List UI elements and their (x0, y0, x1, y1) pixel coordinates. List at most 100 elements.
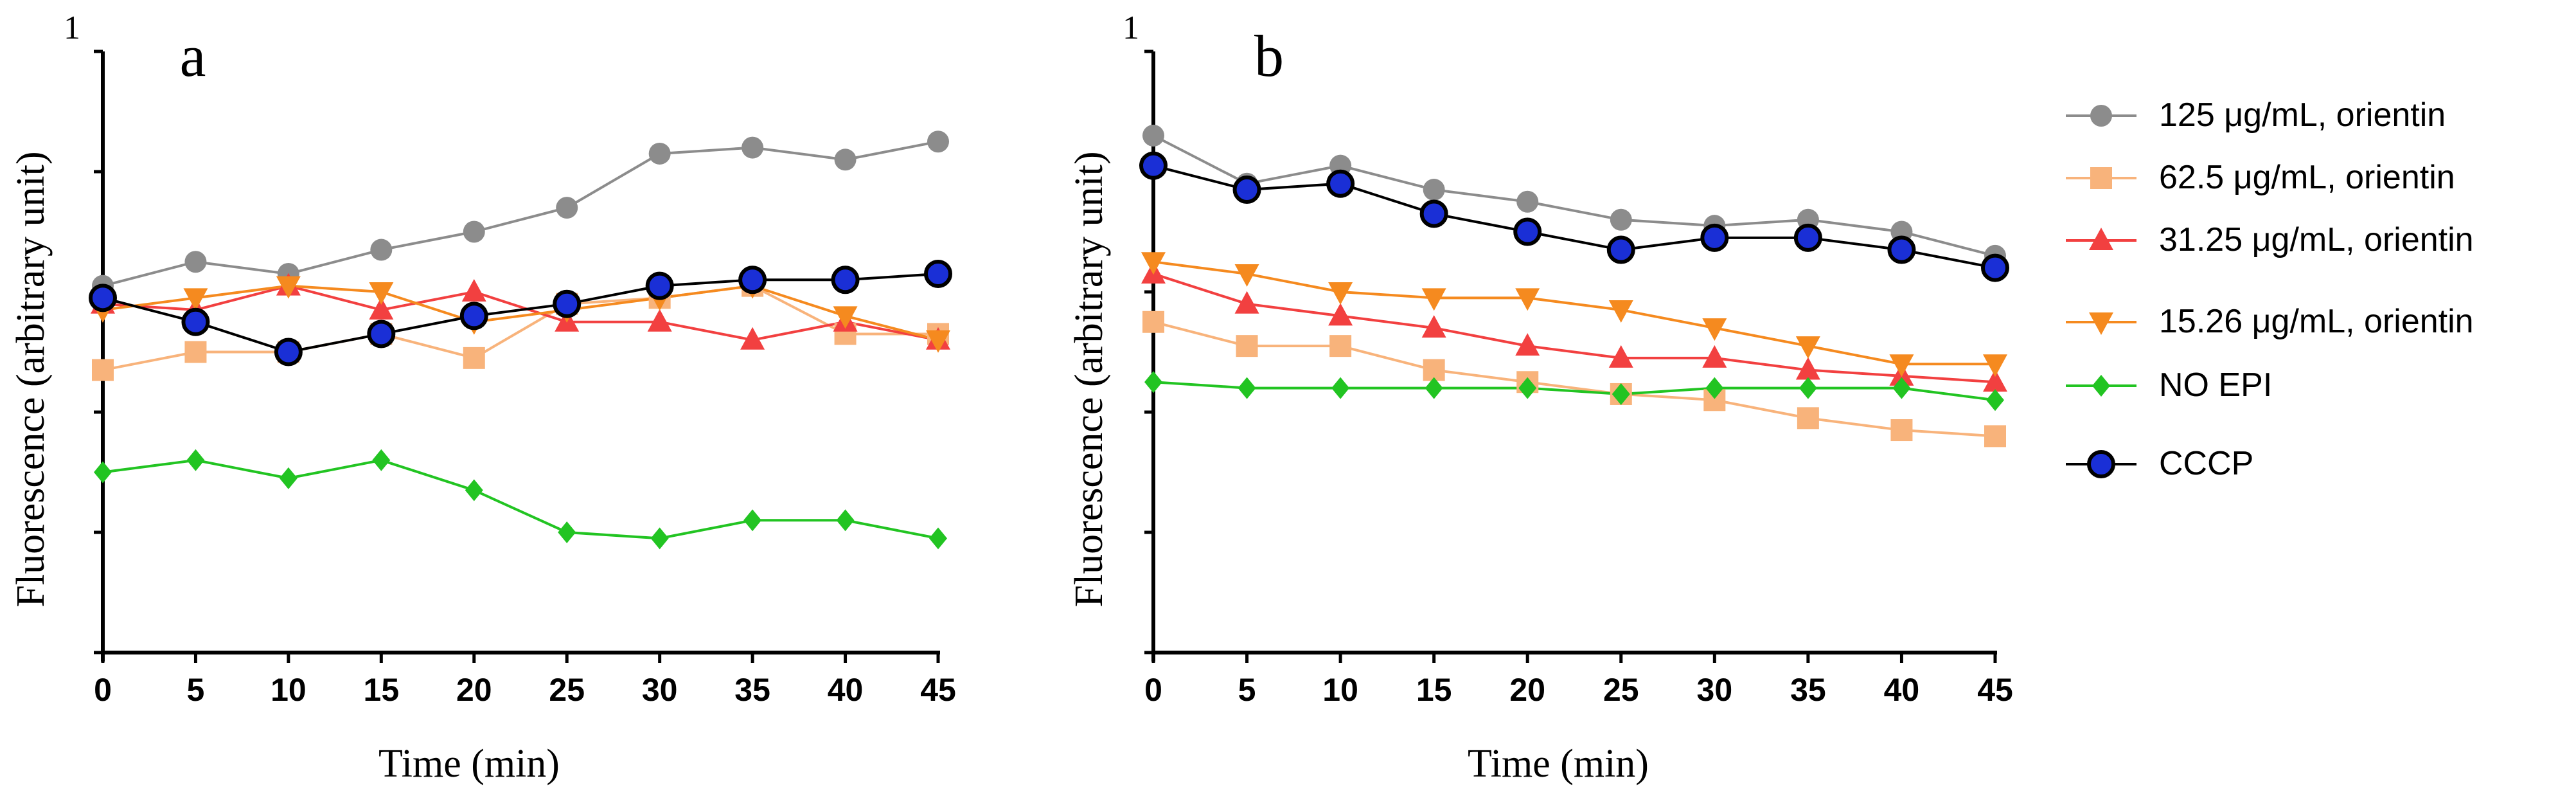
panel-a-series-line-4 (102, 458, 939, 540)
panel-b-series-3-point (1702, 318, 1727, 341)
panel-a-series-5-point (831, 266, 860, 294)
panel-b-series-2-point (1983, 369, 2007, 392)
panel-a-series-5-point (367, 320, 396, 348)
panel-a-series-0-point (556, 197, 578, 219)
panel-a-x-tick-label: 0 (94, 672, 112, 708)
panel-b-x-tick-label: 15 (1416, 672, 1452, 708)
panel-b-series-line-0 (1153, 134, 1996, 257)
panel-b-series-1-point (1236, 335, 1258, 357)
panel-a-series-line-3 (102, 284, 939, 341)
panel-b-series-0-point (1142, 124, 1164, 147)
panel-b-series-2-point (1328, 303, 1353, 326)
panel-a-series-5-point (274, 338, 303, 366)
panel-a-series-0-point (648, 142, 671, 165)
panel-b-series-1-point (1984, 425, 2006, 447)
panel-a-series-5-point (553, 289, 582, 318)
panel-b-series-3-point (1421, 288, 1446, 311)
panel-a-x-tick-label: 35 (734, 672, 770, 708)
panel-a-x-tick-label: 30 (642, 672, 678, 708)
panel-b-series-4-point (1612, 383, 1630, 405)
panel-a-axes (94, 50, 940, 662)
panel-b-series-1-point (1890, 419, 1913, 442)
panel-b-series-3-point (1141, 252, 1166, 275)
panel-a-letter: a (180, 23, 206, 89)
panel-b-series-line-3 (1153, 260, 1995, 366)
panel-b-series-5-point (1419, 199, 1448, 228)
panel-b-x-tick-label: 35 (1790, 672, 1826, 708)
legend-item: NO EPI (2066, 366, 2272, 404)
legend-label: 125 μg/mL, orientin (2159, 96, 2446, 134)
panel-b-series-3-point (1234, 264, 1259, 287)
panel-b-series-3-point (1328, 282, 1353, 305)
panel-b-series-1-point (1142, 311, 1164, 333)
panel-b-series-4-point (1238, 377, 1256, 399)
panel-b-series-5-point (1793, 223, 1822, 252)
panel-b-plot-area (1139, 124, 2009, 447)
panel-a-series-5-point (645, 271, 674, 300)
panel-b-series-2-point (1702, 345, 1727, 368)
legend-marker-shape (2090, 167, 2112, 189)
panel-b-series-5-point (1513, 217, 1542, 246)
panel-a-series-4-point (465, 479, 483, 501)
legend-marker (2066, 228, 2136, 250)
panel-b-series-0-point (1423, 179, 1445, 201)
panel-a-x-tick-label: 15 (364, 672, 400, 708)
panel-b-y-axis-title: Fluorescence (arbitrary unit) (1067, 151, 1111, 607)
legend-label: 31.25 μg/mL, orientin (2159, 221, 2474, 258)
panel-b-series-5-point (1139, 151, 1168, 180)
legend-label: NO EPI (2159, 366, 2272, 404)
panel-a-series-4-point (558, 521, 576, 543)
panel-a-series-2-point (369, 297, 394, 320)
panel-a-series-3-point (276, 276, 301, 299)
panel-b-series-line-1 (1153, 320, 1996, 438)
panel-b-series-2-point (1608, 345, 1633, 368)
panel-b-series-2-point (1795, 357, 1820, 380)
panel-b-series-4-point (1425, 377, 1443, 399)
panel-b-series-4-point (1892, 377, 1911, 399)
legend-marker-shape (2090, 105, 2112, 127)
panel-a-series-0-point (742, 136, 764, 159)
panel-a-series-0-point (184, 251, 207, 273)
panel-b-series-5-point (1887, 235, 1916, 264)
panel-b-series-2-point (1421, 315, 1446, 338)
panel-b-series-3-point (1608, 300, 1633, 323)
panel-a-series-0-point (927, 131, 949, 153)
panel-b-series-5-point (1606, 235, 1635, 264)
panel-b-series-5-point (1700, 223, 1729, 252)
panel-b-series-5-point (1326, 169, 1355, 198)
panel-a-series-0-point (370, 239, 393, 261)
panel-a-x-ticks: 0 5 10 15 20 25 30 35 40 45 (94, 653, 956, 708)
panel-b-series-1-point (1329, 335, 1352, 357)
panel-a-series-4-point (743, 509, 762, 532)
panel-b-x-tick-label: 0 (1144, 672, 1162, 708)
panel-b-series-4-point (1986, 389, 2004, 411)
panel-b-series-1-point (1797, 407, 1819, 429)
panel-b-x-tick-label: 5 (1238, 672, 1256, 708)
panel-a-series-line-5 (102, 272, 939, 354)
panel-b-series-5-point (1981, 253, 2009, 282)
panel-a-series-5-point (181, 307, 210, 336)
panel-a-series-line-2 (102, 284, 939, 341)
panel-b-series-line-5 (1153, 164, 1996, 269)
panel-a-series-line-1 (102, 284, 938, 372)
panel-b-x-tick-label: 10 (1322, 672, 1358, 708)
legend-item: 31.25 μg/mL, orientin (2066, 221, 2474, 258)
panel-a-x-tick-label: 25 (549, 672, 585, 708)
panel-a-ytop-label: 1 (64, 10, 80, 46)
panel-a-x-tick-label: 5 (187, 672, 205, 708)
panel-a-series-5-point (89, 284, 117, 312)
panel-b-series-0-point (1516, 190, 1539, 213)
panel-b-letter: b (1254, 23, 1284, 89)
panel-b-series-0-point (1610, 208, 1632, 231)
panel-a-series-3-point (833, 306, 858, 329)
legend-marker-shape (2089, 312, 2113, 335)
panel-b-series-4-point (1331, 377, 1350, 399)
panel-b-x-tick-label: 45 (1977, 672, 2013, 708)
panel-a-plot-area (89, 131, 952, 550)
panel-b-series-3-point (1795, 336, 1820, 359)
panel-a-series-4-point (186, 449, 205, 471)
panel-a-series-5-point (738, 266, 767, 294)
panel-b-x-tick-label: 40 (1884, 672, 1920, 708)
panel-a-x-tick-label: 40 (828, 672, 864, 708)
